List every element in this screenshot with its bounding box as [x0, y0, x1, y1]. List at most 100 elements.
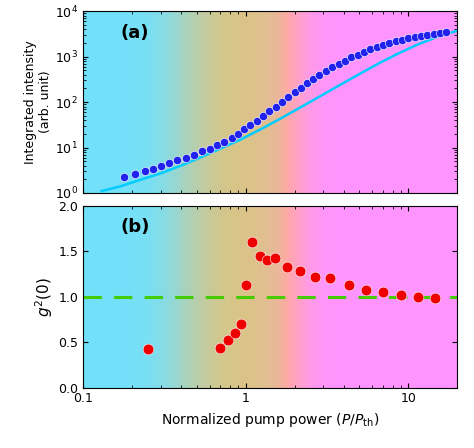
Bar	[429, 11, 430, 193]
Bar	[229, 11, 230, 193]
Bar	[283, 11, 284, 193]
Point	[354, 51, 361, 58]
Bar	[426, 11, 427, 193]
Point	[278, 98, 286, 105]
Bar	[418, 206, 419, 388]
Bar	[276, 11, 277, 193]
Bar	[336, 11, 337, 193]
Bar	[131, 11, 132, 193]
Bar	[319, 11, 320, 193]
Bar	[192, 206, 193, 388]
Bar	[339, 11, 340, 193]
Bar	[319, 206, 320, 388]
Bar	[264, 11, 265, 193]
Bar	[374, 11, 375, 193]
Bar	[122, 11, 123, 193]
Bar	[86, 206, 87, 388]
Bar	[263, 206, 264, 388]
Bar	[424, 11, 425, 193]
Bar	[322, 11, 323, 193]
Bar	[226, 206, 227, 388]
Bar	[89, 11, 90, 193]
Bar	[272, 206, 273, 388]
Bar	[246, 11, 247, 193]
Bar	[285, 206, 286, 388]
Bar	[149, 206, 150, 388]
Bar	[271, 11, 272, 193]
Bar	[367, 206, 368, 388]
Bar	[393, 11, 394, 193]
Point	[182, 154, 190, 161]
Bar	[163, 11, 164, 193]
Bar	[109, 206, 110, 388]
Bar	[141, 206, 142, 388]
Bar	[200, 11, 201, 193]
Bar	[379, 206, 380, 388]
Bar	[293, 11, 294, 193]
Bar	[218, 11, 219, 193]
Bar	[210, 206, 211, 388]
Bar	[214, 206, 215, 388]
Bar	[273, 206, 274, 388]
Bar	[451, 11, 452, 193]
Bar	[289, 11, 290, 193]
Bar	[153, 11, 154, 193]
Bar	[326, 11, 327, 193]
Bar	[290, 11, 291, 193]
Bar	[456, 11, 457, 193]
Bar	[185, 11, 186, 193]
Bar	[185, 206, 186, 388]
Bar	[385, 11, 386, 193]
Bar	[268, 11, 269, 193]
Bar	[365, 206, 366, 388]
Bar	[156, 206, 157, 388]
Bar	[237, 11, 238, 193]
Bar	[253, 11, 254, 193]
Bar	[358, 11, 359, 193]
Y-axis label: $g^2(0)$: $g^2(0)$	[34, 277, 55, 317]
Bar	[225, 206, 226, 388]
Bar	[358, 206, 359, 388]
Point	[190, 151, 198, 158]
Bar	[147, 11, 148, 193]
Point	[328, 64, 336, 71]
Bar	[143, 206, 144, 388]
Bar	[381, 11, 382, 193]
Bar	[255, 206, 256, 388]
Bar	[443, 206, 444, 388]
Bar	[261, 11, 262, 193]
Bar	[124, 206, 125, 388]
Bar	[152, 206, 153, 388]
Bar	[193, 11, 194, 193]
Bar	[88, 206, 89, 388]
Bar	[420, 11, 421, 193]
Bar	[159, 11, 160, 193]
Bar	[412, 206, 413, 388]
Bar	[336, 206, 337, 388]
Bar	[236, 206, 237, 388]
Bar	[176, 206, 177, 388]
Bar	[404, 206, 405, 388]
Bar	[99, 206, 100, 388]
Bar	[274, 206, 275, 388]
Bar	[403, 206, 404, 388]
Point	[141, 168, 149, 175]
Bar	[186, 11, 187, 193]
Bar	[114, 11, 115, 193]
Bar	[422, 11, 423, 193]
Bar	[103, 11, 104, 193]
Bar	[313, 11, 314, 193]
Bar	[175, 11, 176, 193]
Bar	[243, 206, 244, 388]
Bar	[107, 206, 108, 388]
Bar	[413, 11, 414, 193]
Bar	[247, 206, 248, 388]
Bar	[150, 11, 151, 193]
Bar	[202, 11, 203, 193]
Bar	[400, 206, 401, 388]
Bar	[85, 206, 86, 388]
Point	[386, 40, 393, 47]
Bar	[311, 206, 312, 388]
Bar	[270, 11, 271, 193]
Bar	[94, 206, 95, 388]
